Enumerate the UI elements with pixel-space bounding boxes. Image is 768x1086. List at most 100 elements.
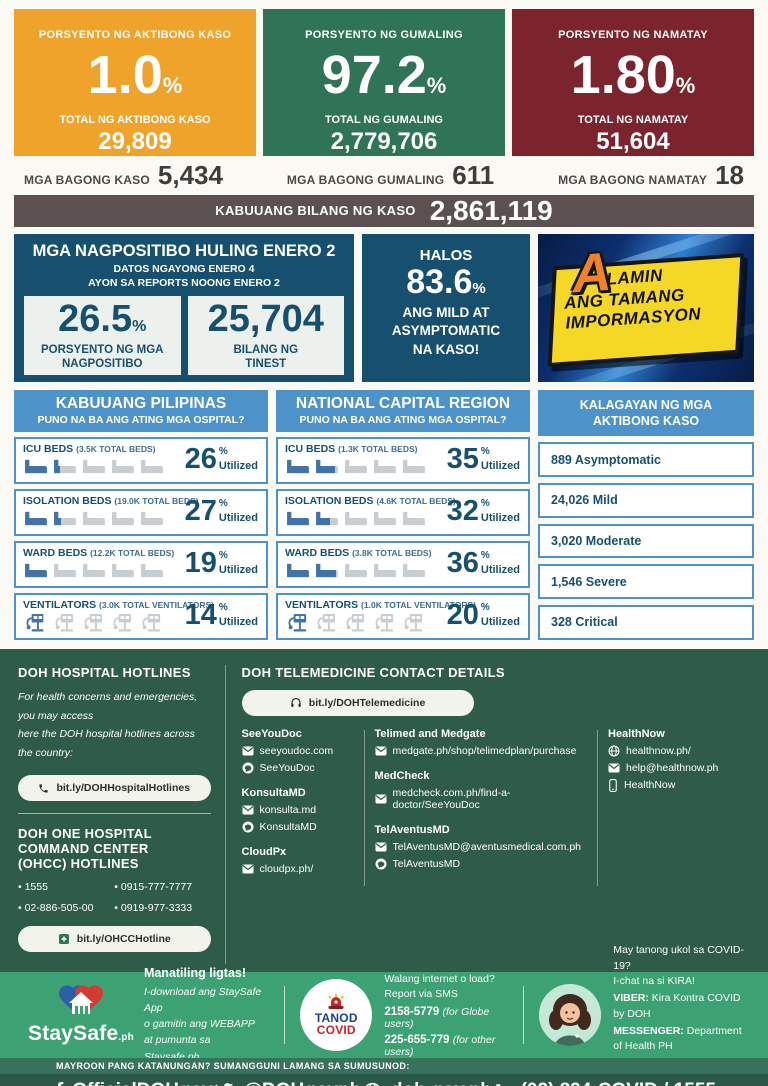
recovered-percent: 97.2%	[321, 45, 447, 105]
positivity-box: MGA NAGPOSITIBO HULING ENERO 2 DATOS NGA…	[14, 233, 354, 382]
facebook-handle[interactable]: f OfficialDOHgov	[56, 1080, 213, 1086]
kira-avatar	[539, 984, 602, 1047]
hospital-hotlines-link[interactable]: bit.ly/DOHHospitalHotlines	[18, 775, 211, 802]
positivity-rate-cell: 26.5% PORSYENTO NG MGA NAGPOSITIBO	[24, 295, 181, 376]
twitter-handle[interactable]: @DOHgovph	[214, 1080, 361, 1086]
ncr-ventilators-row: VENTILATORS (1.0K TOTAL VENTILATORS) 20 …	[276, 592, 530, 640]
ohcc-title: DOH ONE HOSPITAL COMMAND CENTER (OHCC) H…	[18, 826, 152, 872]
service-telaventusmd: TelAventusMD TelAventusMD@aventusmedical…	[374, 823, 581, 870]
telemedicine-link[interactable]: bit.ly/DOHTelemedicine	[241, 689, 474, 716]
ohcc-hotline-link[interactable]: bit.ly/OHCCHotline	[18, 926, 211, 953]
chat-icon	[242, 821, 254, 833]
twitter-icon	[216, 1082, 234, 1086]
bed-usage-meter	[23, 561, 165, 584]
ph-isolation-beds-row: ISOLATION BEDS (19.0K TOTAL BEDS) 27 % Ut…	[14, 488, 268, 536]
status-severe: 1,546 Severe	[538, 564, 754, 599]
new-cases-row: MGA BAGONG KASO 5,434 MGA BAGONG GUMALIN…	[24, 160, 744, 191]
sms-report-info: Walang internet o load? Report via SMS 21…	[384, 973, 496, 1059]
active-cases-card: PORSYENTO NG AKTIBONG KASO 1.0% TOTAL NG…	[14, 9, 256, 156]
active-case-status-column: KALAGAYAN NG MGA AKTIBONG KASO 889 Asymp…	[538, 389, 754, 640]
divider	[363, 729, 365, 886]
ncr-isolation-beds-row: ISOLATION BEDS (4.6K TOTAL BEDS) 32 % Uti…	[276, 488, 530, 536]
mild-asymptomatic-box: HALOS 83.6% ANG MILD AT ASYMPTOMATIC NA …	[362, 233, 530, 382]
recovered-card: PORSYENTO NG GUMALING 97.2% TOTAL NG GUM…	[263, 9, 505, 156]
hotline-phone[interactable]: (02) 894-COVID / 1555	[494, 1080, 716, 1086]
chat-icon	[242, 762, 254, 774]
ph-icu-beds-row: ICU BEDS (3.5K TOTAL BEDS) 26 % Utilized	[14, 436, 268, 484]
bed-usage-meter	[285, 457, 427, 480]
philippines-column: KABUUANG PILIPINAS PUNO NA BA ANG ATING …	[14, 389, 268, 640]
staysafe-bar: StaySafe.ph Manatiling ligtas! I-downloa…	[0, 944, 768, 1085]
bed-usage-meter	[285, 509, 427, 532]
status-header: KALAGAYAN NG MGA AKTIBONG KASO	[538, 389, 754, 437]
headset-icon	[291, 697, 301, 707]
bottom-bar: f OfficialDOHgov @DOHgovph doh.gov.ph (0…	[0, 1074, 768, 1086]
deaths-card: PORSYENTO NG NAMATAY 1.80% TOTAL NG NAMA…	[512, 9, 754, 156]
bed-usage-meter	[23, 509, 165, 532]
service-konsultamd: KonsultaMD konsulta.md KonsultaMD	[241, 786, 317, 833]
total-cases-value: 2,861,119	[429, 194, 553, 226]
status-critical: 328 Critical	[538, 605, 754, 640]
mail-icon	[242, 805, 254, 815]
messenger-contact[interactable]: Department of Health PH	[613, 1024, 742, 1053]
facebook-icon: f	[56, 1080, 63, 1086]
new-recoveries: MGA BAGONG GUMALING 611	[286, 159, 495, 190]
viber-contact[interactable]: Kira Kontra COVID by DOH	[613, 992, 741, 1020]
service-seeyoudoc: SeeYouDoc seeyoudoc.com SeeYouDoc	[241, 727, 334, 774]
globe-icon	[365, 1082, 380, 1086]
ph-ventilators-row: VENTILATORS (3.0K TOTAL VENTILATORS) 14 …	[14, 592, 268, 640]
divider	[283, 986, 285, 1045]
hospital-hotlines-panel: DOH HOSPITAL HOTLINES For health concern…	[18, 664, 226, 965]
mail-icon	[608, 763, 620, 773]
status-asymptomatic: 889 Asymptomatic	[538, 442, 754, 477]
website-link[interactable]: doh.gov.ph	[363, 1080, 492, 1086]
deaths-percent: 1.80%	[570, 45, 696, 105]
ph-ward-beds-row: WARD BEDS (12.2K TOTAL BEDS) 19 % Utilize…	[14, 540, 268, 588]
alamin-banner: LAMIN ANG TAMANG IMPORMASYON A	[538, 233, 754, 382]
philippines-header: KABUUANG PILIPINAS PUNO NA BA ANG ATING …	[14, 389, 268, 432]
bed-usage-meter	[23, 457, 165, 480]
mail-icon	[375, 746, 387, 756]
tested-count-cell: 25,704 BILANG NG TINEST	[187, 295, 344, 376]
active-percent: 1.0%	[87, 45, 183, 105]
mail-icon	[242, 864, 254, 874]
ventilator-usage-meter	[285, 613, 427, 636]
service-cloudpx: CloudPx cloudpx.ph/	[241, 845, 314, 875]
mail-icon	[375, 794, 387, 804]
ohcc-numbers: 1555 0915-777-7777 02-886-505-00 0919-97…	[18, 881, 211, 914]
total-cases-bar: KABUUANG BILANG NG KASO 2,861,119	[14, 194, 754, 227]
status-moderate: 3,020 Moderate	[538, 523, 754, 559]
staysafe-hearts-icon	[58, 985, 103, 1015]
tanod-covid-logo: TANOD COVID	[300, 979, 373, 1052]
positivity-section: MGA NAGPOSITIBO HULING ENERO 2 DATOS NGA…	[14, 233, 754, 382]
hospital-utilization-section: KABUUANG PILIPINAS PUNO NA BA ANG ATING …	[14, 389, 754, 640]
service-telimed-medgate: Telimed and Medgate medgate.ph/shop/teli…	[374, 727, 577, 757]
staysafe-logo: StaySafe.ph	[28, 984, 134, 1046]
ncr-icu-beds-row: ICU BEDS (1.3K TOTAL BEDS) 35 % Utilized	[276, 436, 530, 484]
service-healthnow: HealthNow healthnow.ph/ help@healthnow.p…	[608, 727, 719, 792]
contact-footer: DOH HOSPITAL HOTLINES For health concern…	[0, 648, 768, 973]
divider	[597, 729, 598, 886]
service-medcheck: MedCheck medcheck.com.ph/find-a-doctor/S…	[374, 769, 511, 811]
recovered-total: 2,779,706	[330, 127, 438, 155]
phone-icon	[495, 1084, 501, 1086]
ncr-column: NATIONAL CAPITAL REGION PUNO NA BA ANG A…	[276, 389, 530, 640]
phone-icon	[39, 784, 49, 793]
bed-usage-meter	[285, 561, 427, 584]
mail-icon	[375, 842, 387, 852]
staysafe-text: Manatiling ligtas! I-download ang StaySa…	[143, 965, 262, 1063]
new-deaths: MGA BAGONG NAMATAY 18	[558, 159, 744, 190]
mobile-app-icon	[609, 778, 617, 792]
stat-cards: PORSYENTO NG AKTIBONG KASO 1.0% TOTAL NG…	[14, 9, 754, 156]
divider	[522, 986, 524, 1045]
new-cases: MGA BAGONG KASO 5,434	[24, 159, 223, 190]
bottom-note: MAYROON PANG KATANUNGAN? SUMANGGUNI LAMA…	[0, 1058, 768, 1075]
globe-icon	[608, 745, 620, 757]
mail-icon	[242, 746, 254, 756]
plus-icon	[58, 934, 69, 945]
ventilator-usage-meter	[23, 613, 165, 636]
ncr-ward-beds-row: WARD BEDS (3.8K TOTAL BEDS) 36 % Utilized	[276, 540, 530, 588]
status-mild: 24,026 Mild	[538, 482, 754, 518]
chat-icon	[375, 858, 387, 870]
